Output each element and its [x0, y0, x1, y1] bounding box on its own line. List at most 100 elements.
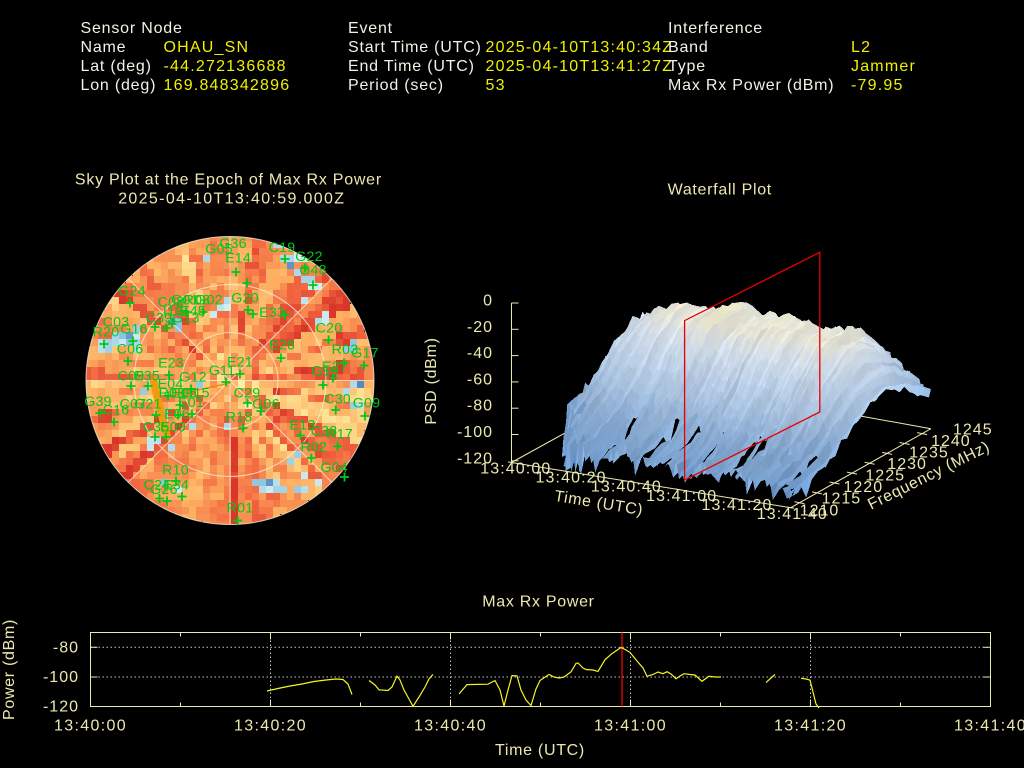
svg-text:G36: G36 [219, 236, 246, 252]
svg-text:G48: G48 [299, 263, 326, 279]
svg-text:C09: C09 [118, 369, 145, 385]
svg-text:1225: 1225 [865, 468, 905, 485]
svg-text:2025-04-10T13:41:27Z: 2025-04-10T13:41:27Z [486, 58, 674, 75]
svg-text:Band: Band [668, 39, 709, 56]
svg-text:R08: R08 [159, 386, 186, 402]
svg-text:13:40:20: 13:40:20 [536, 470, 607, 487]
svg-text:Start Time (UTC): Start Time (UTC) [348, 39, 482, 56]
svg-text:-100: -100 [457, 424, 493, 441]
svg-text:G22: G22 [295, 249, 322, 265]
svg-text:C06: C06 [117, 342, 144, 358]
svg-text:Name: Name [81, 39, 127, 56]
svg-text:Jammer: Jammer [851, 58, 916, 75]
svg-text:Lon (deg): Lon (deg) [81, 77, 157, 94]
svg-text:E26: E26 [269, 338, 295, 354]
svg-text:-80: -80 [467, 398, 493, 415]
svg-text:1245: 1245 [953, 421, 993, 438]
svg-text:R02: R02 [300, 440, 327, 456]
svg-text:C16: C16 [103, 403, 130, 419]
svg-text:E21: E21 [227, 355, 253, 371]
svg-text:E14: E14 [225, 251, 251, 267]
svg-text:Power (dBm): Power (dBm) [1, 619, 18, 720]
svg-text:13:41:40: 13:41:40 [954, 718, 1024, 735]
svg-text:C38: C38 [311, 424, 338, 440]
svg-text:-120: -120 [457, 450, 493, 467]
svg-text:G06: G06 [252, 397, 279, 413]
svg-text:G04: G04 [320, 460, 347, 476]
svg-text:13:40:00: 13:40:00 [54, 718, 127, 735]
svg-text:C39: C39 [146, 311, 173, 327]
svg-text:G17: G17 [351, 346, 378, 362]
svg-text:G12: G12 [179, 370, 206, 386]
svg-text:Max Rx Power (dBm): Max Rx Power (dBm) [668, 77, 834, 94]
svg-text:13:40:20: 13:40:20 [234, 718, 307, 735]
svg-text:E23: E23 [158, 356, 184, 372]
svg-text:G05: G05 [205, 242, 232, 258]
svg-text:-60: -60 [467, 371, 493, 388]
svg-text:Lat (deg): Lat (deg) [81, 58, 152, 75]
svg-text:OHAU_SN: OHAU_SN [164, 39, 250, 56]
svg-text:Time (UTC): Time (UTC) [495, 742, 585, 759]
svg-text:1215: 1215 [822, 491, 862, 508]
svg-text:Max Rx Power: Max Rx Power [482, 594, 594, 611]
svg-text:C24: C24 [144, 478, 171, 494]
svg-text:Period (sec): Period (sec) [348, 77, 444, 94]
svg-text:G20: G20 [231, 291, 258, 307]
svg-text:C07: C07 [120, 397, 147, 413]
svg-text:1240: 1240 [931, 433, 971, 450]
svg-text:E35: E35 [134, 369, 160, 385]
svg-text:E04: E04 [158, 377, 184, 393]
svg-text:End Time (UTC): End Time (UTC) [348, 58, 475, 75]
svg-text:-44.272136688: -44.272136688 [164, 58, 287, 75]
svg-text:C30: C30 [324, 392, 351, 408]
svg-text:C20: C20 [316, 321, 343, 337]
svg-text:G02: G02 [195, 293, 222, 309]
svg-text:Interference: Interference [668, 20, 763, 37]
svg-text:0: 0 [483, 293, 493, 310]
svg-text:Waterfall Plot: Waterfall Plot [668, 181, 772, 198]
svg-text:G21: G21 [134, 397, 161, 413]
svg-text:2025-04-10T13:40:34Z: 2025-04-10T13:40:34Z [486, 39, 674, 56]
svg-text:13:41:20: 13:41:20 [774, 718, 847, 735]
svg-text:2025-04-10T13:40:59.000Z: 2025-04-10T13:40:59.000Z [118, 191, 345, 208]
svg-text:C19: C19 [269, 240, 296, 256]
svg-text:Type: Type [668, 58, 706, 75]
svg-text:13:41:00: 13:41:00 [646, 488, 717, 505]
svg-text:G13: G13 [172, 311, 199, 327]
svg-text:I19: I19 [163, 304, 183, 320]
svg-text:-100: -100 [43, 669, 79, 686]
svg-text:C08: C08 [158, 295, 185, 311]
svg-text:L2: L2 [851, 39, 871, 56]
svg-text:R01: R01 [227, 501, 254, 517]
svg-text:-79.95: -79.95 [851, 77, 904, 94]
svg-text:-120: -120 [43, 699, 79, 716]
svg-text:13:40:00: 13:40:00 [480, 461, 551, 478]
svg-text:E09: E09 [160, 420, 186, 436]
svg-text:G26: G26 [150, 482, 177, 498]
svg-text:R20: R20 [93, 325, 120, 341]
svg-text:53: 53 [486, 77, 506, 94]
svg-text:R10: R10 [162, 463, 189, 479]
svg-text:-40: -40 [467, 345, 493, 362]
svg-text:-20: -20 [467, 319, 493, 336]
svg-text:169.848342896: 169.848342896 [164, 77, 291, 94]
svg-text:13:40:40: 13:40:40 [591, 479, 662, 496]
svg-text:Event: Event [348, 20, 393, 37]
svg-text:R03: R03 [332, 342, 359, 358]
svg-text:R17: R17 [326, 427, 353, 443]
svg-text:G24: G24 [118, 284, 145, 300]
svg-text:1235: 1235 [909, 445, 949, 462]
svg-text:E33: E33 [259, 305, 285, 321]
svg-text:13:40:40: 13:40:40 [414, 718, 487, 735]
svg-text:13:41:20: 13:41:20 [701, 497, 772, 514]
svg-text:13:41:40: 13:41:40 [757, 506, 828, 523]
svg-text:G11: G11 [209, 363, 235, 379]
svg-text:G09: G09 [353, 396, 380, 412]
svg-text:G16: G16 [120, 322, 147, 338]
svg-text:E01: E01 [178, 395, 204, 411]
svg-text:R18: R18 [226, 410, 253, 426]
svg-text:G39: G39 [84, 394, 111, 410]
svg-text:Sensor Node: Sensor Node [81, 20, 183, 37]
svg-text:1220: 1220 [844, 479, 884, 496]
svg-text:1210: 1210 [800, 502, 840, 519]
